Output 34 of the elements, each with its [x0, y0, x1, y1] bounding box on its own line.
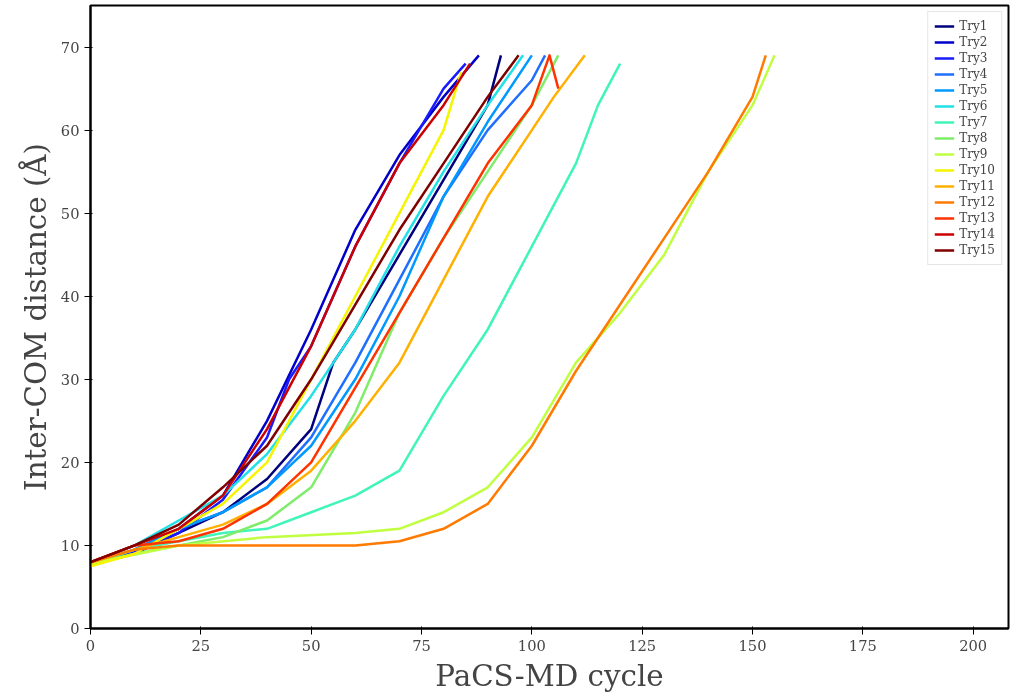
legend-label: Try5: [959, 82, 988, 98]
y-tick-label: 40: [60, 287, 80, 305]
legend-label: Try10: [959, 162, 995, 178]
legend-label: Try15: [959, 242, 995, 258]
y-tick-label: 20: [60, 453, 80, 471]
x-tick-label: 0: [85, 636, 96, 654]
x-tick-label: 75: [412, 636, 431, 654]
legend-label: Try6: [959, 98, 988, 114]
y-tick-label: 50: [60, 204, 80, 222]
legend-label: Try3: [959, 50, 988, 66]
y-axis-title: Inter-COM distance (Å): [17, 143, 53, 491]
y-tick-label: 70: [60, 38, 80, 56]
legend-label: Try8: [959, 130, 988, 146]
legend-label: Try13: [959, 210, 995, 226]
y-tick-label: 60: [60, 121, 80, 139]
x-tick-label: 200: [959, 636, 988, 654]
legend-label: Try12: [959, 194, 995, 210]
legend-label: Try7: [959, 114, 988, 130]
legend-label: Try11: [959, 178, 995, 194]
x-tick-label: 50: [301, 636, 321, 654]
legend-label: Try1: [959, 18, 988, 34]
x-tick-label: 175: [848, 636, 877, 654]
legend-label: Try14: [959, 226, 995, 242]
x-axis-title: PaCS-MD cycle: [435, 658, 664, 693]
x-tick-label: 100: [517, 636, 546, 654]
x-tick-label: 150: [738, 636, 767, 654]
x-tick-label: 125: [628, 636, 657, 654]
x-tick-label: 25: [191, 636, 211, 654]
legend-label: Try2: [959, 34, 988, 50]
y-tick-label: 30: [60, 370, 80, 388]
legend-label: Try9: [959, 146, 988, 162]
legend-label: Try4: [959, 66, 988, 82]
y-tick-label: 10: [60, 536, 80, 554]
y-tick-label: 0: [70, 620, 80, 637]
